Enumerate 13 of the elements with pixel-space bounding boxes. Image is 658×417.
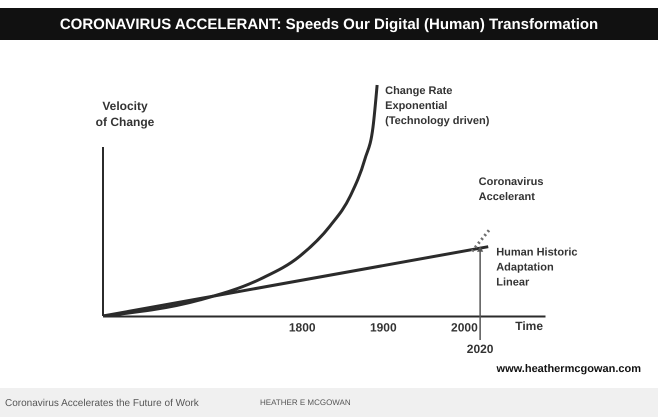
x-tick-label: 1900 [370, 320, 397, 334]
text: www.heathermcgowan.com [496, 363, 642, 375]
y-axis-title: Velocity of Change [96, 99, 155, 129]
x-tick-label: 2000 [451, 320, 478, 334]
annotation: 2020 [466, 342, 494, 356]
text: Coronavirus Accelerates the Future of Work [5, 398, 200, 409]
x-axis-title: Time [515, 319, 544, 333]
text: HEATHER E MCGOWAN [260, 398, 351, 407]
series-label: Change Rate Exponential (Technology driven) [385, 85, 490, 127]
x-tick-label: 1800 [288, 320, 316, 334]
chart-title: CORONAVIRUS ACCELERANT: Speeds Our Digital (Human) Transformation [60, 16, 598, 33]
series-label: Human Historic Adaptation Linear [496, 246, 578, 289]
text: Coronavirus Accelerant [478, 176, 544, 204]
